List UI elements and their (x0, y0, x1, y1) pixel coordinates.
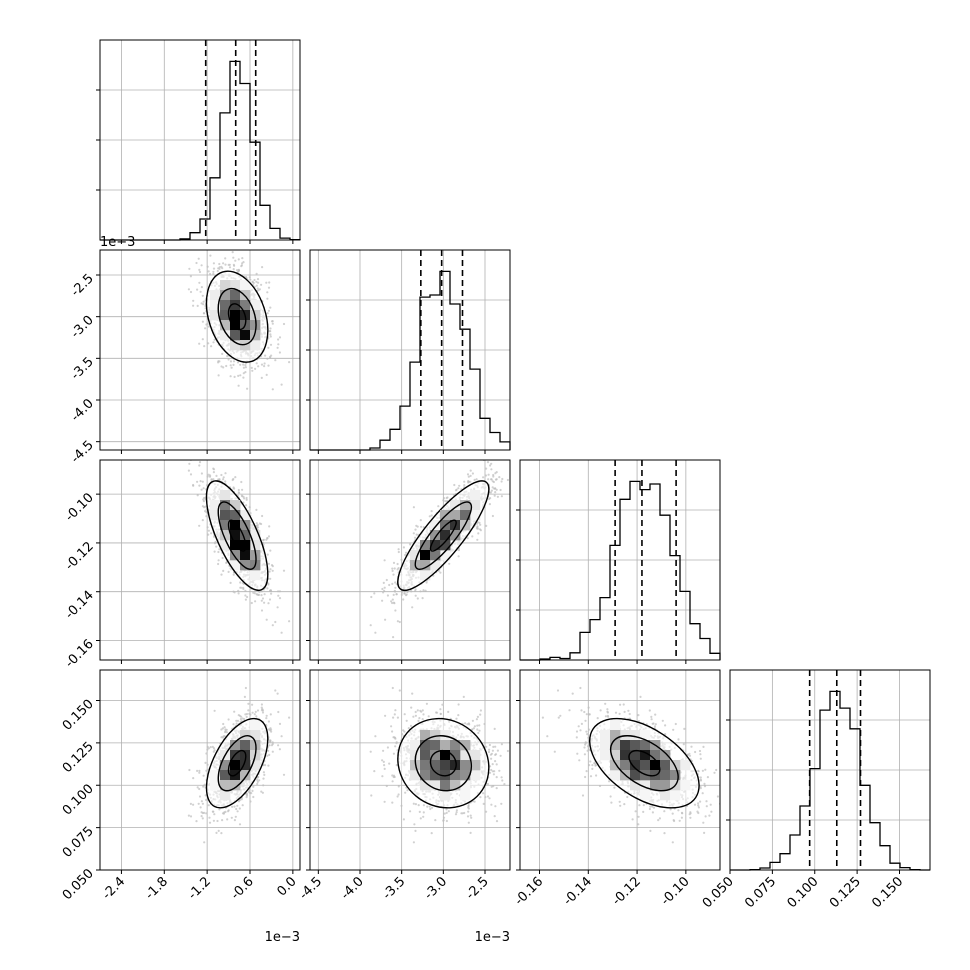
y-tick-label-1-2: -3.5 (68, 355, 97, 384)
x-tick-label-1-1: -4.0 (338, 874, 367, 903)
y-tick-label-2-1: -0.14 (62, 588, 96, 622)
x-tick-label-3-1: 0.075 (742, 874, 779, 911)
scatter-panel-3-0 (187, 686, 291, 844)
grid-0-0 (100, 40, 300, 240)
y-offset-label-1: 1e−3 (100, 235, 135, 250)
x-tick-label-3-4: 0.150 (869, 874, 906, 911)
y-tick-label-1-1: -4.0 (68, 396, 97, 425)
y-tick-label-1-0: -4.5 (68, 438, 97, 467)
y-tick-label-1-4: -2.5 (68, 271, 97, 300)
x-tick-label-0-1: -1.8 (143, 874, 172, 903)
y-tick-label-3-3: 0.125 (60, 739, 97, 776)
x-tick-label-3-2: 0.100 (785, 874, 822, 911)
grid-1-1 (310, 250, 510, 450)
x-tick-label-0-2: -1.2 (185, 874, 214, 903)
y-tick-label-2-2: -0.12 (62, 539, 96, 573)
x-tick-label-0-0: -2.4 (100, 874, 129, 903)
x-tick-label-1-3: -3.0 (422, 874, 451, 903)
panel-frame-3-1 (309, 669, 511, 871)
panel-frame-1-0 (99, 249, 301, 451)
x-tick-label-2-3: -0.10 (658, 874, 692, 908)
x-tick-label-2-1: -0.14 (561, 874, 595, 908)
x-tick-label-0-4: 0.0 (274, 874, 299, 899)
scatter-panel-3-2 (541, 686, 720, 844)
panel-frame-3-2 (519, 669, 721, 871)
panel-frame-2-1 (309, 459, 511, 661)
x-tick-label-3-0: 0.050 (700, 874, 737, 911)
x-tick-label-2-2: -0.12 (610, 874, 644, 908)
x-tick-label-2-0: -0.16 (512, 874, 546, 908)
y-tick-label-1-3: -3.0 (68, 313, 97, 342)
grid-2-0 (100, 460, 300, 660)
x-tick-label-1-0: -4.5 (297, 874, 326, 903)
panel-frame-2-0 (99, 459, 301, 661)
y-tick-label-3-2: 0.100 (60, 781, 97, 818)
y-tick-label-3-4: 0.150 (60, 697, 97, 734)
x-tick-label-1-4: -2.5 (463, 874, 492, 903)
x-offset-label-0: 1e−3 (265, 930, 300, 945)
y-tick-label-3-0: 0.050 (60, 866, 97, 903)
histogram-2 (520, 480, 721, 661)
x-offset-label-1: 1e−3 (475, 930, 510, 945)
scatter-panel-3-1 (369, 686, 509, 844)
y-tick-label-2-3: -0.10 (62, 490, 96, 524)
x-tick-label-3-3: 0.125 (827, 874, 864, 911)
histogram-0 (100, 60, 301, 241)
histogram-1 (310, 270, 511, 451)
histogram-3 (730, 690, 930, 871)
y-tick-label-3-1: 0.075 (60, 824, 97, 861)
x-tick-label-1-2: -3.5 (380, 874, 409, 903)
x-tick-label-0-3: -0.6 (228, 874, 257, 903)
scatter-panel-1-0 (187, 251, 291, 391)
y-tick-label-2-0: -0.16 (62, 637, 96, 671)
scatter-panel-2-1 (369, 460, 509, 639)
panel-frame-3-0 (99, 669, 301, 871)
scatter-panel-2-0 (187, 460, 291, 634)
grid-2-2 (520, 460, 720, 660)
grid-1-0 (100, 250, 300, 450)
